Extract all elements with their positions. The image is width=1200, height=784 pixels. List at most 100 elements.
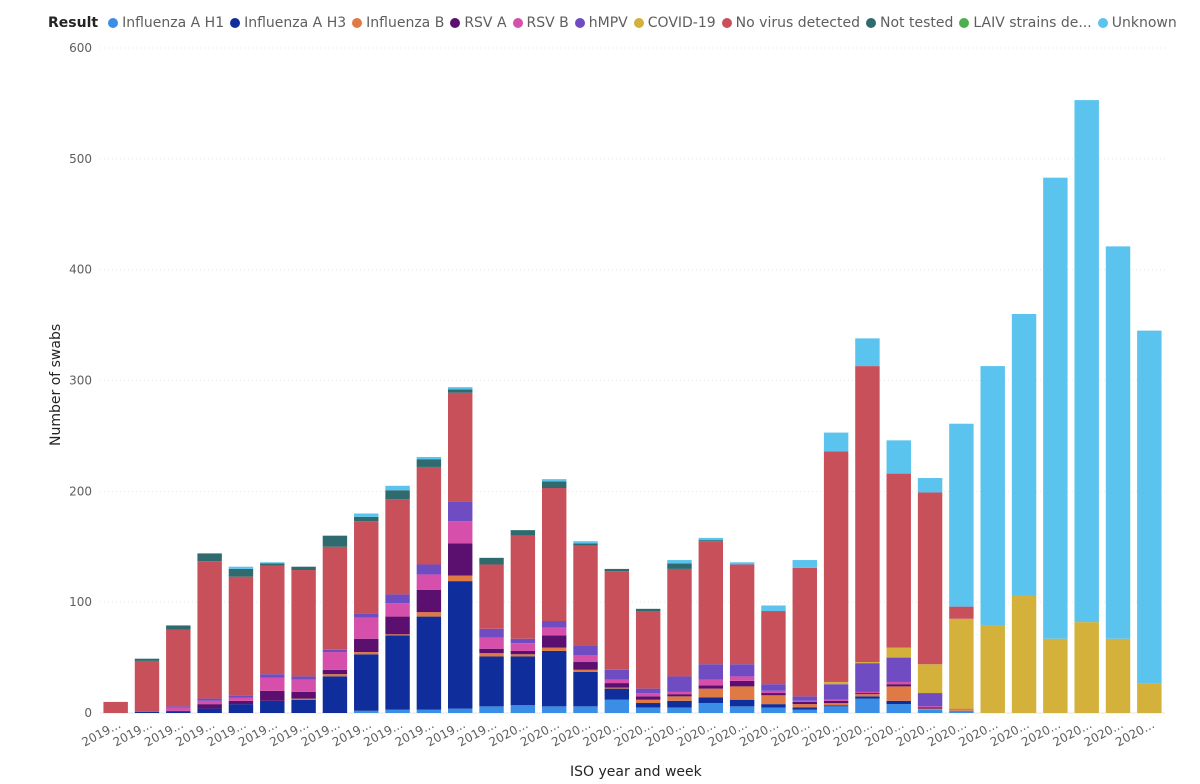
bar-segment (729, 564, 755, 665)
legend-item[interactable]: No virus detected (721, 15, 860, 31)
bar-segment (823, 684, 849, 700)
bar-segment (949, 423, 974, 607)
y-tick-label: 100 (69, 595, 92, 609)
bar-segment (385, 634, 410, 636)
bar-segment (228, 566, 254, 569)
bar-segment (792, 707, 817, 710)
bar-segment (917, 706, 943, 708)
bar-segment (166, 629, 191, 707)
bar-segment (635, 608, 661, 612)
bar-segment (729, 680, 755, 687)
bar-segment (385, 603, 410, 617)
legend-item[interactable]: Unknown (1097, 15, 1177, 31)
bar-segment (541, 650, 567, 707)
bar-segment (479, 564, 504, 629)
bar-segment (228, 568, 254, 577)
bar-segment (385, 594, 410, 604)
bar-segment (635, 707, 661, 713)
y-axis-title: Number of swabs (48, 323, 64, 446)
bar-segment (228, 697, 254, 701)
bar-segment (322, 669, 348, 675)
bar-segment (134, 658, 160, 661)
bar-segment (855, 696, 880, 699)
legend-item[interactable]: hMPV (574, 15, 628, 31)
bar-segment (448, 389, 473, 393)
bar-segment (761, 707, 786, 713)
bar-segment (792, 709, 817, 713)
bar-segment (291, 679, 316, 692)
bar-segment (322, 535, 348, 547)
legend-label: RSV A (464, 15, 507, 31)
bar-segment (103, 701, 128, 713)
bar-segment (698, 664, 724, 680)
bar-segment (448, 543, 473, 576)
bar-segment (197, 561, 222, 699)
bar-segment (1043, 177, 1068, 639)
bar-segment (416, 616, 442, 710)
bar-segment (134, 711, 160, 713)
bar-segment (416, 459, 442, 467)
bar-segment (604, 687, 630, 689)
bar-segment (416, 589, 442, 613)
legend-item[interactable]: RSV B (512, 15, 569, 31)
y-tick-label: 0 (84, 706, 92, 720)
bar-segment (604, 669, 630, 680)
bar-segment (510, 530, 536, 536)
bar-segment (1105, 638, 1131, 713)
legend-label: Not tested (880, 15, 954, 31)
legend-label: hMPV (588, 15, 628, 31)
legend-item[interactable]: LAIV strains de... (959, 15, 1092, 31)
bar-segment (855, 366, 880, 663)
bar-segment (166, 706, 191, 708)
bar-segment (541, 706, 567, 713)
bar-segment (667, 707, 692, 713)
bar-segment (260, 690, 285, 701)
bar-segment (448, 501, 473, 522)
bar-segment (385, 485, 410, 491)
bar-segment (729, 676, 755, 681)
legend-item[interactable]: RSV A (450, 15, 507, 31)
bar-segment (228, 700, 254, 705)
bar-segment (385, 616, 410, 635)
legend-item[interactable]: Influenza A H1 (108, 15, 224, 31)
bar-segment (291, 676, 316, 680)
bar-segment (635, 611, 661, 689)
bar-segment (949, 618, 974, 709)
bar-segment (354, 710, 379, 713)
legend-item[interactable]: Influenza B (352, 15, 444, 31)
legend-item[interactable]: Not tested (866, 15, 953, 31)
bar-segment (573, 645, 598, 656)
legend-marker (230, 18, 241, 28)
bar-segment (416, 466, 442, 565)
bar-segment (541, 647, 567, 651)
legend-marker (450, 18, 461, 28)
legend-label: COVID-19 (647, 15, 716, 31)
bar-segment (980, 625, 1005, 713)
legend-marker (721, 18, 732, 28)
bar-segment (792, 696, 817, 701)
bar-segment (479, 557, 504, 565)
bar-segment (541, 481, 567, 489)
bar-segment (134, 660, 160, 712)
bar-segment (354, 516, 379, 522)
bar-segment (541, 635, 567, 648)
bar-segment (291, 691, 316, 699)
bar-segment (260, 563, 285, 566)
bar-segment (573, 543, 598, 546)
legend-label: Influenza A H3 (244, 15, 347, 31)
bar-segment (354, 617, 379, 639)
bar-segment (354, 513, 379, 517)
bar-segment (479, 656, 504, 707)
bar-segment (197, 553, 222, 562)
bar-segment (604, 568, 630, 572)
bar-segment (949, 708, 974, 711)
bar-segment (823, 705, 849, 707)
legend-item[interactable]: Influenza A H3 (230, 15, 346, 31)
bar-segment (917, 693, 943, 707)
bar-segment (228, 695, 254, 698)
bar-segment (823, 703, 849, 706)
bar-segment (823, 700, 849, 704)
legend-item[interactable]: COVID-19 (633, 15, 716, 31)
bar-segment (510, 656, 536, 706)
bar-segment (792, 560, 817, 568)
